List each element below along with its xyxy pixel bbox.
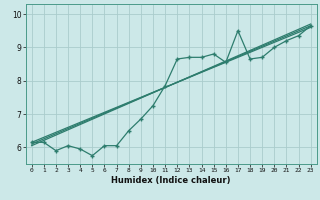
X-axis label: Humidex (Indice chaleur): Humidex (Indice chaleur) bbox=[111, 176, 231, 185]
